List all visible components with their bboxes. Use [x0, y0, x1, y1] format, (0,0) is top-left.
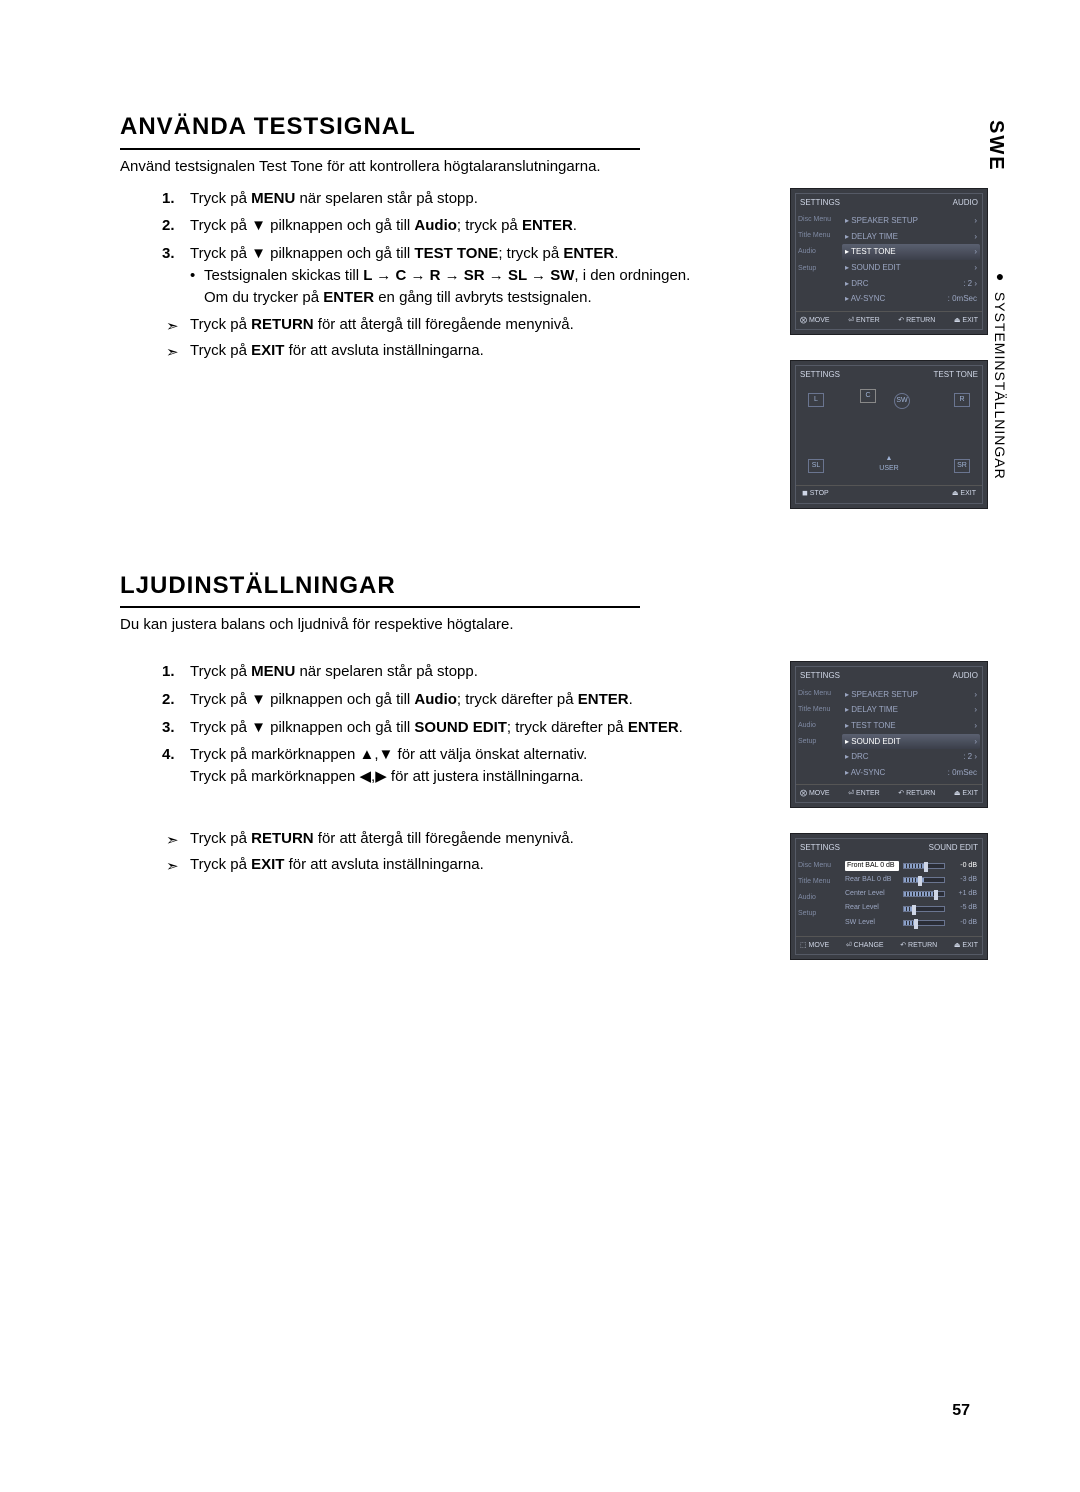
osd-test-tone: SETTINGS TEST TONE L C SW R SL ▲ USER SR… — [790, 360, 988, 509]
osd-sidebar: Disc Menu Title Menu Audio Setup — [796, 857, 840, 930]
osd-sidebar: Disc Menu Title Menu Audio Setup — [796, 211, 840, 284]
osd-slider-list: Front BAL 0 dB -0 dB Rear BAL 0 dB -3 dB… — [840, 857, 982, 936]
note-arrow-icon: ➣ — [166, 856, 179, 878]
osd-row: ▸ DRC: 2 › — [842, 749, 980, 765]
osd-footer: ◼ STOP ⏏ EXIT — [796, 485, 982, 502]
osd-menu-list: ▸ SPEAKER SETUP ›▸ DELAY TIME ›▸ TEST TO… — [840, 685, 982, 785]
osd-footer: ⨂ MOVE ⏎ ENTER ↶ RETURN ⏏ EXIT — [796, 311, 982, 329]
osd-row: ▸ SPEAKER SETUP › — [842, 687, 980, 703]
speaker-layout: L C SW R SL ▲ USER SR — [802, 389, 976, 479]
note: ➣ Tryck på RETURN för att återgå till fö… — [120, 314, 760, 336]
osd-row: ▸ SOUND EDIT › — [842, 734, 980, 750]
osd-row: ▸ AV-SYNC: 0mSec — [842, 765, 980, 781]
osd-audio-menu-2: SETTINGS AUDIO Disc Menu Title Menu Audi… — [790, 661, 988, 808]
section1-steps: 1. Tryck på MENU när spelaren står på st… — [120, 188, 760, 309]
speaker-SL: SL — [808, 459, 824, 473]
language-tab: SWE — [981, 120, 1010, 172]
section1-title: ANVÄNDA TESTSIGNAL — [120, 110, 640, 150]
page-number: 57 — [952, 1399, 970, 1422]
osd-slider-row: Rear Level -5 dB — [842, 901, 980, 915]
step: 3. Tryck på ▼ pilknappen och gå till SOU… — [190, 717, 760, 739]
osd-footer: ⬚ MOVE ⏎ CHANGE ↶ RETURN ⏏ EXIT — [796, 936, 982, 954]
osd-slider-row: SW Level -0 dB — [842, 916, 980, 930]
speaker-SW: SW — [894, 393, 910, 409]
osd-slider-row: Center Level +1 dB — [842, 887, 980, 901]
section2-steps: 1. Tryck på MENU när spelaren står på st… — [120, 661, 760, 788]
note: ➣ Tryck på EXIT för att avsluta inställn… — [120, 340, 760, 362]
osd-row: ▸ DRC: 2 › — [842, 276, 980, 292]
osd-row: ▸ DELAY TIME › — [842, 229, 980, 245]
sub-bullet: Testsignalen skickas till L → C → R → SR… — [190, 265, 760, 309]
osd-row: ▸ SOUND EDIT › — [842, 260, 980, 276]
osd-row: ▸ TEST TONE › — [842, 244, 980, 260]
speaker-C: C — [860, 389, 876, 403]
note-arrow-icon: ➣ — [166, 316, 179, 338]
chapter-label: SYSTEMINSTÄLLNINGAR — [992, 292, 1008, 480]
osd-slider-row: Front BAL 0 dB -0 dB — [842, 859, 980, 873]
osd-menu-list: ▸ SPEAKER SETUP ›▸ DELAY TIME ›▸ TEST TO… — [840, 211, 982, 311]
section2-intro: Du kan justera balans och ljudnivå för r… — [120, 614, 990, 636]
chapter-tab: ● SYSTEMINSTÄLLNINGAR — [990, 270, 1010, 480]
osd-audio-menu: SETTINGS AUDIO Disc Menu Title Menu Audi… — [790, 188, 988, 335]
step: 3. Tryck på ▼ pilknappen och gå till TES… — [190, 243, 760, 308]
section1-intro: Använd testsignalen Test Tone för att ko… — [120, 156, 990, 178]
speaker-L: L — [808, 393, 824, 407]
step: 2. Tryck på ▼ pilknappen och gå till Aud… — [190, 215, 760, 237]
note-arrow-icon: ➣ — [166, 830, 179, 852]
step: 1. Tryck på MENU när spelaren står på st… — [190, 661, 760, 683]
note: ➣ Tryck på EXIT för att avsluta inställn… — [120, 854, 760, 876]
speaker-user: ▲ USER — [879, 457, 898, 471]
step: 1. Tryck på MENU när spelaren står på st… — [190, 188, 760, 210]
osd-footer: ⨂ MOVE ⏎ ENTER ↶ RETURN ⏏ EXIT — [796, 784, 982, 802]
osd-slider-row: Rear BAL 0 dB -3 dB — [842, 873, 980, 887]
step: 2. Tryck på ▼ pilknappen och gå till Aud… — [190, 689, 760, 711]
speaker-SR: SR — [954, 459, 970, 473]
note: ➣ Tryck på RETURN för att återgå till fö… — [120, 828, 760, 850]
osd-row: ▸ AV-SYNC: 0mSec — [842, 291, 980, 307]
osd-sound-edit: SETTINGS SOUND EDIT Disc Menu Title Menu… — [790, 833, 988, 959]
section2-title: LJUDINSTÄLLNINGAR — [120, 569, 640, 609]
step: 4. Tryck på markörknappen ▲,▼ för att vä… — [190, 744, 760, 788]
osd-row: ▸ DELAY TIME › — [842, 702, 980, 718]
note-arrow-icon: ➣ — [166, 342, 179, 364]
osd-row: ▸ TEST TONE › — [842, 718, 980, 734]
osd-sidebar: Disc Menu Title Menu Audio Setup — [796, 685, 840, 758]
speaker-R: R — [954, 393, 970, 407]
osd-row: ▸ SPEAKER SETUP › — [842, 213, 980, 229]
